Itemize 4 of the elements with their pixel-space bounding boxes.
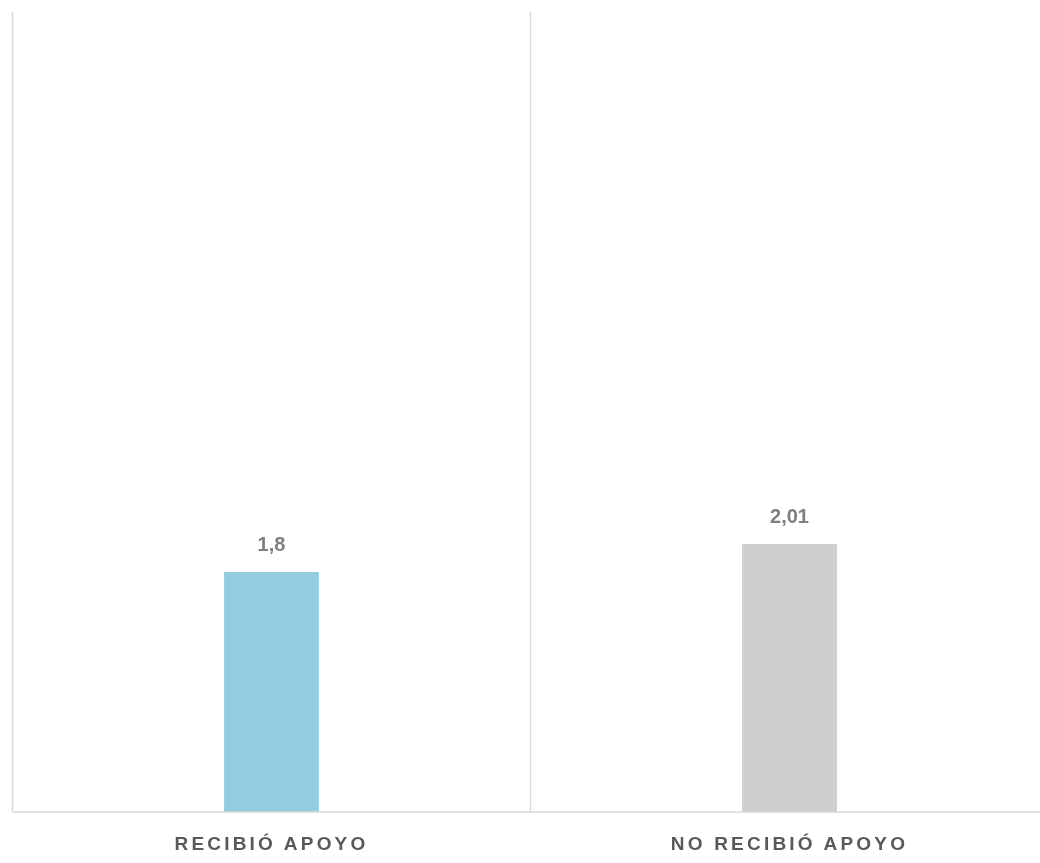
data-label: 2,01 [770,505,809,527]
data-label: 1,8 [257,533,286,555]
x-tick-label: RECIBIÓ APOYO [174,833,369,854]
x-tick-label: NO RECIBIÓ APOYO [670,833,909,854]
